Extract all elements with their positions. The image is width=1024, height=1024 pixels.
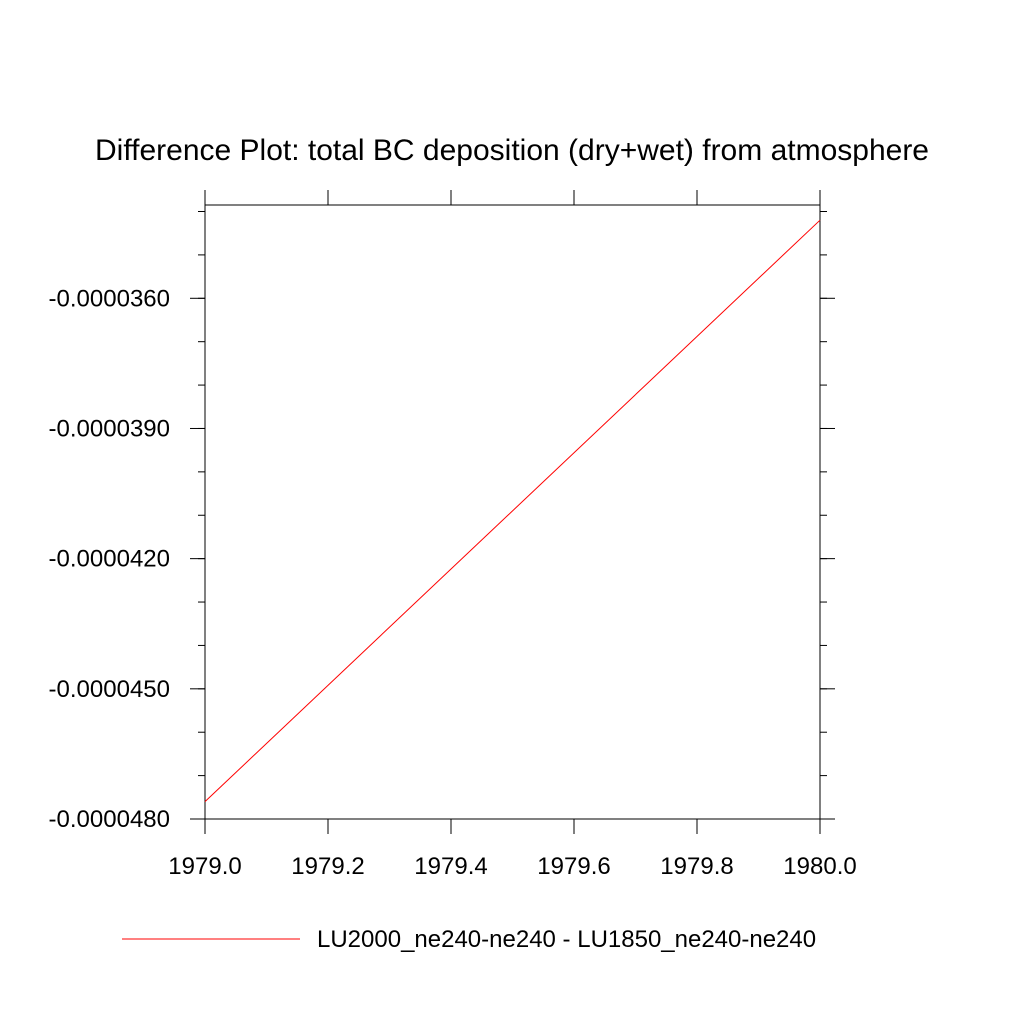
- y-tick-labels: -0.0000360 -0.0000390 -0.0000420 -0.0000450…: [49, 285, 170, 833]
- x-tick-label: 1980.0: [783, 853, 856, 880]
- legend: LU2000_ne240-ne240 - LU1850_ne240-ne240: [122, 926, 816, 953]
- plot-frame: [204, 204, 821, 820]
- x-tick-label: 1979.6: [537, 853, 610, 880]
- legend-label: LU2000_ne240-ne240 - LU1850_ne240-ne240: [317, 926, 816, 953]
- x-tick-label: 1979.0: [168, 853, 241, 880]
- y-tick-label: -0.0000450: [49, 676, 170, 703]
- y-tick-label: -0.0000390: [49, 415, 170, 442]
- x-tick-label: 1979.8: [660, 853, 733, 880]
- series-line: [204, 219, 821, 803]
- chart-title: Difference Plot: total BC deposition (dr…: [95, 134, 929, 167]
- y-tick-label: -0.0000480: [49, 806, 170, 833]
- y-tick-label: -0.0000360: [49, 285, 170, 312]
- axis-ticks: [190, 190, 835, 834]
- x-tick-label: 1979.2: [291, 853, 364, 880]
- x-tick-labels: 1979.0 1979.2 1979.4 1979.6 1979.8 1980.0: [168, 853, 856, 880]
- y-tick-label: -0.0000420: [49, 546, 170, 573]
- x-tick-label: 1979.4: [414, 853, 487, 880]
- series-lines: [204, 219, 821, 803]
